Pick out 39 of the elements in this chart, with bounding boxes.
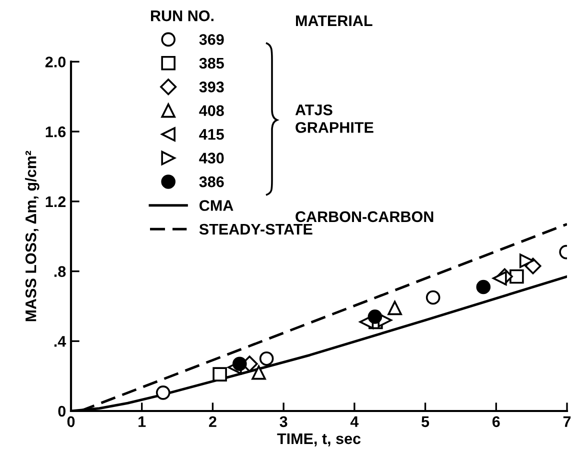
point [510, 269, 524, 284]
legend-label: CMA [200, 200, 234, 211]
x-tick-label: 4 [350, 416, 359, 427]
text: MATERIAL [296, 15, 372, 26]
legend-title: RUN NO. [151, 10, 214, 22]
point [259, 351, 274, 366]
y-tick-label: 1.2 [46, 196, 66, 207]
x-tick-label: 7 [563, 416, 571, 427]
annotation: CARBON-CARBON [296, 211, 434, 222]
y-tick-label: 2.0 [45, 56, 66, 68]
point [426, 290, 440, 305]
x-tick-label: 1 [138, 416, 146, 427]
point [388, 300, 402, 316]
point [232, 356, 247, 371]
x-tick-label: 3 [280, 416, 288, 428]
point [519, 254, 534, 268]
x-tick-label: 6 [492, 416, 500, 428]
point [156, 386, 170, 400]
legend-label: 408 [199, 105, 224, 116]
y-tick-label: 0 [58, 406, 66, 417]
x-tick-label: 5 [422, 416, 430, 428]
point [476, 280, 491, 294]
legend-label: 415 [199, 129, 224, 140]
x-axis-title: TIME, t, sec [277, 433, 361, 446]
point [212, 367, 227, 382]
point [252, 365, 266, 380]
legend-label: 393 [199, 82, 224, 92]
y-axis-title: MASS LOSS, Δm, g/cm² [25, 150, 40, 322]
annotation: ATJS GRAPHITE [295, 104, 374, 133]
legend-label: STEADY-STATE [199, 224, 312, 235]
x-tick-label: 2 [208, 416, 216, 427]
y-tick-label: .4 [54, 336, 66, 347]
legend-label: 430 [199, 152, 224, 164]
legend-label: 386 [199, 176, 224, 188]
x-tick-label: 0 [67, 416, 75, 428]
y-tick-label: .8 [54, 266, 66, 277]
legend-label: 369 [199, 34, 224, 45]
legend-label: 385 [199, 58, 224, 69]
y-tick-label: 1.6 [46, 126, 66, 138]
